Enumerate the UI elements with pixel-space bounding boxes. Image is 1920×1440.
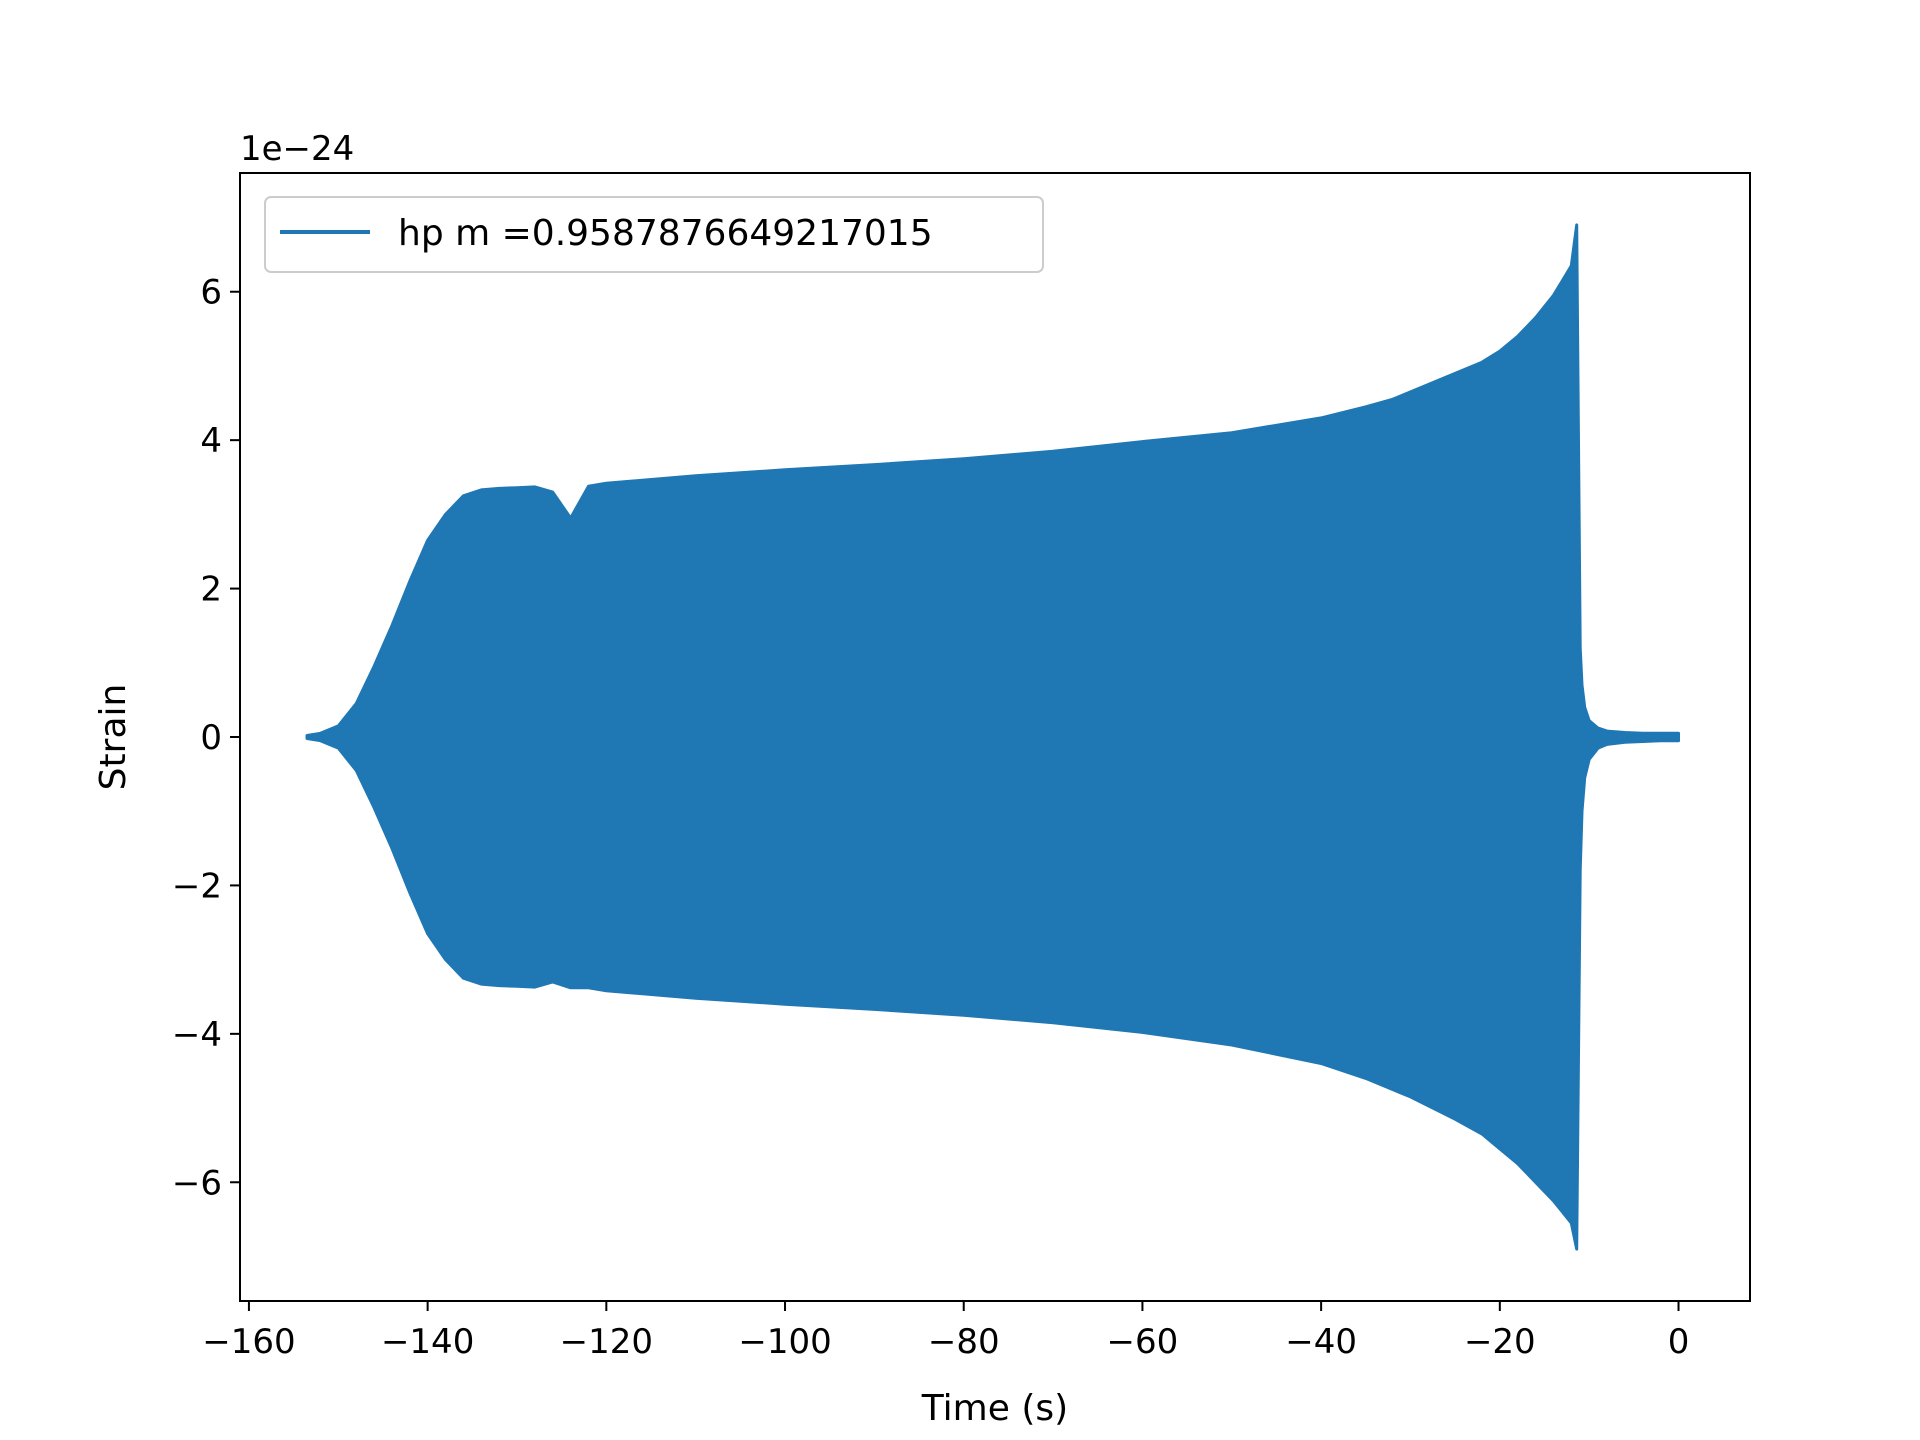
y-axis-label: Strain [93,684,134,791]
x-tick-label: 0 [1668,1322,1690,1362]
y-tick-label: 2 [200,570,222,610]
x-tick-label: −160 [202,1322,295,1362]
x-tick-label: −40 [1285,1322,1357,1362]
x-tick-label: −100 [738,1322,831,1362]
y-tick-label: −6 [172,1163,222,1203]
legend-box [264,196,1044,273]
y-tick-label: −2 [172,866,222,906]
y-tick-label: 0 [200,718,222,758]
y-tick-label: 4 [200,421,222,461]
x-axis: −160 −140 −120 −100 −80 −60 −40 −20 0 [202,1301,1689,1362]
series-hp-waveform [305,223,1680,1251]
plot-area [305,223,1680,1251]
x-tick-label: −80 [928,1322,1000,1362]
y-tick-label: −4 [172,1015,222,1055]
legend: hp m =0.9587876649217015 [264,196,1044,273]
x-tick-label: −140 [381,1322,474,1362]
offset-text: 1e−24 [240,129,354,169]
x-tick-label: −120 [560,1322,653,1362]
x-axis-label: Time (s) [921,1388,1068,1429]
legend-label: hp m =0.9587876649217015 [398,213,933,254]
y-tick-label: 6 [200,273,222,313]
x-tick-label: −60 [1107,1322,1179,1362]
x-tick-label: −20 [1464,1322,1536,1362]
y-axis: −6 −4 −2 0 2 4 6 [172,273,240,1203]
